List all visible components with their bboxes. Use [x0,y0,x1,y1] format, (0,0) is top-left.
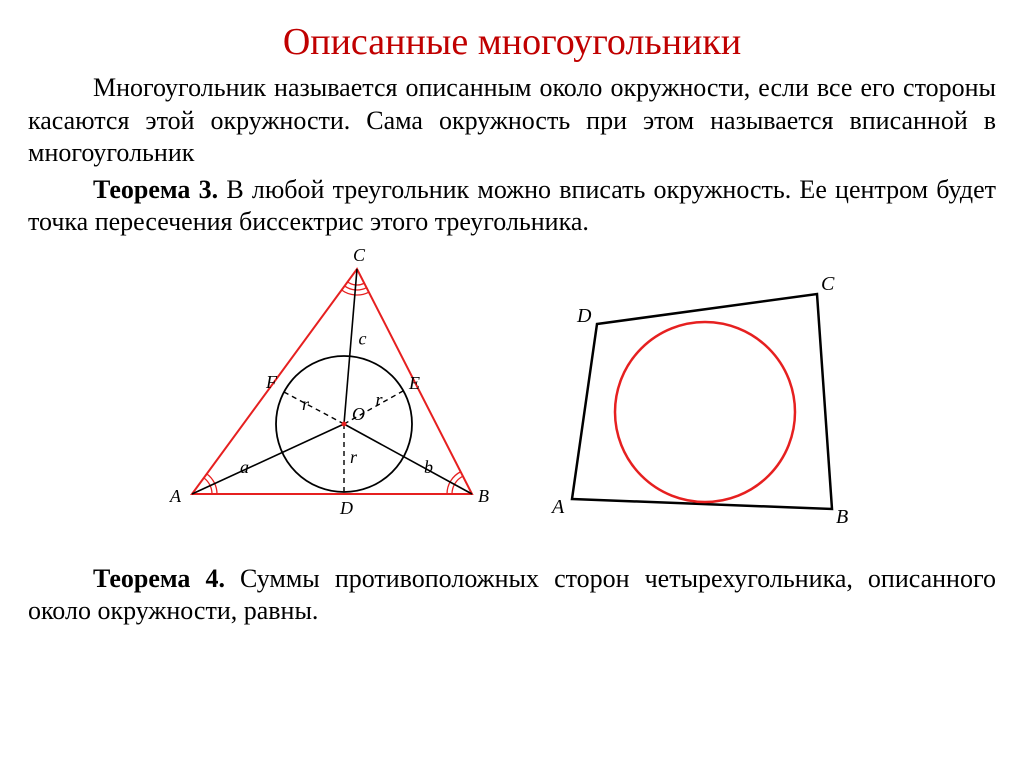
figure-triangle-incircle: A B C D E F Oa b c r r r [162,249,502,549]
theorem-4-label: Теорема 4. [93,564,225,593]
theorem-4: Теорема 4. Суммы противоположных сторон … [28,563,996,628]
page-title: Описанные многоугольники [28,20,996,64]
svg-text:b: b [424,457,433,477]
svg-text:r: r [350,447,358,467]
svg-text:F: F [265,372,278,392]
svg-text:A: A [169,486,182,506]
svg-text:B: B [836,506,848,528]
paragraph-definition: Многоугольник называется описанным около… [28,72,996,170]
svg-text:C: C [821,273,835,295]
svg-text:c: c [359,328,367,348]
svg-text:r: r [376,389,384,409]
svg-text:r: r [302,394,310,414]
svg-text:B: B [478,486,489,506]
svg-text:D: D [339,498,353,518]
svg-text:E: E [408,373,420,393]
figures-row: A B C D E F Oa b c r r r A B C D [28,249,996,549]
svg-text:A: A [550,496,565,518]
theorem-3-label: Теорема 3. [93,175,218,204]
svg-text:D: D [576,305,592,327]
figure-quadrilateral-incircle: A B C D [542,249,862,539]
page-content: Описанные многоугольники Многоугольник н… [0,0,1024,652]
svg-text:O: O [352,404,365,424]
theorem-3: Теорема 3. В любой треугольник можно впи… [28,174,996,239]
svg-text:C: C [353,249,366,265]
svg-text:a: a [240,457,249,477]
